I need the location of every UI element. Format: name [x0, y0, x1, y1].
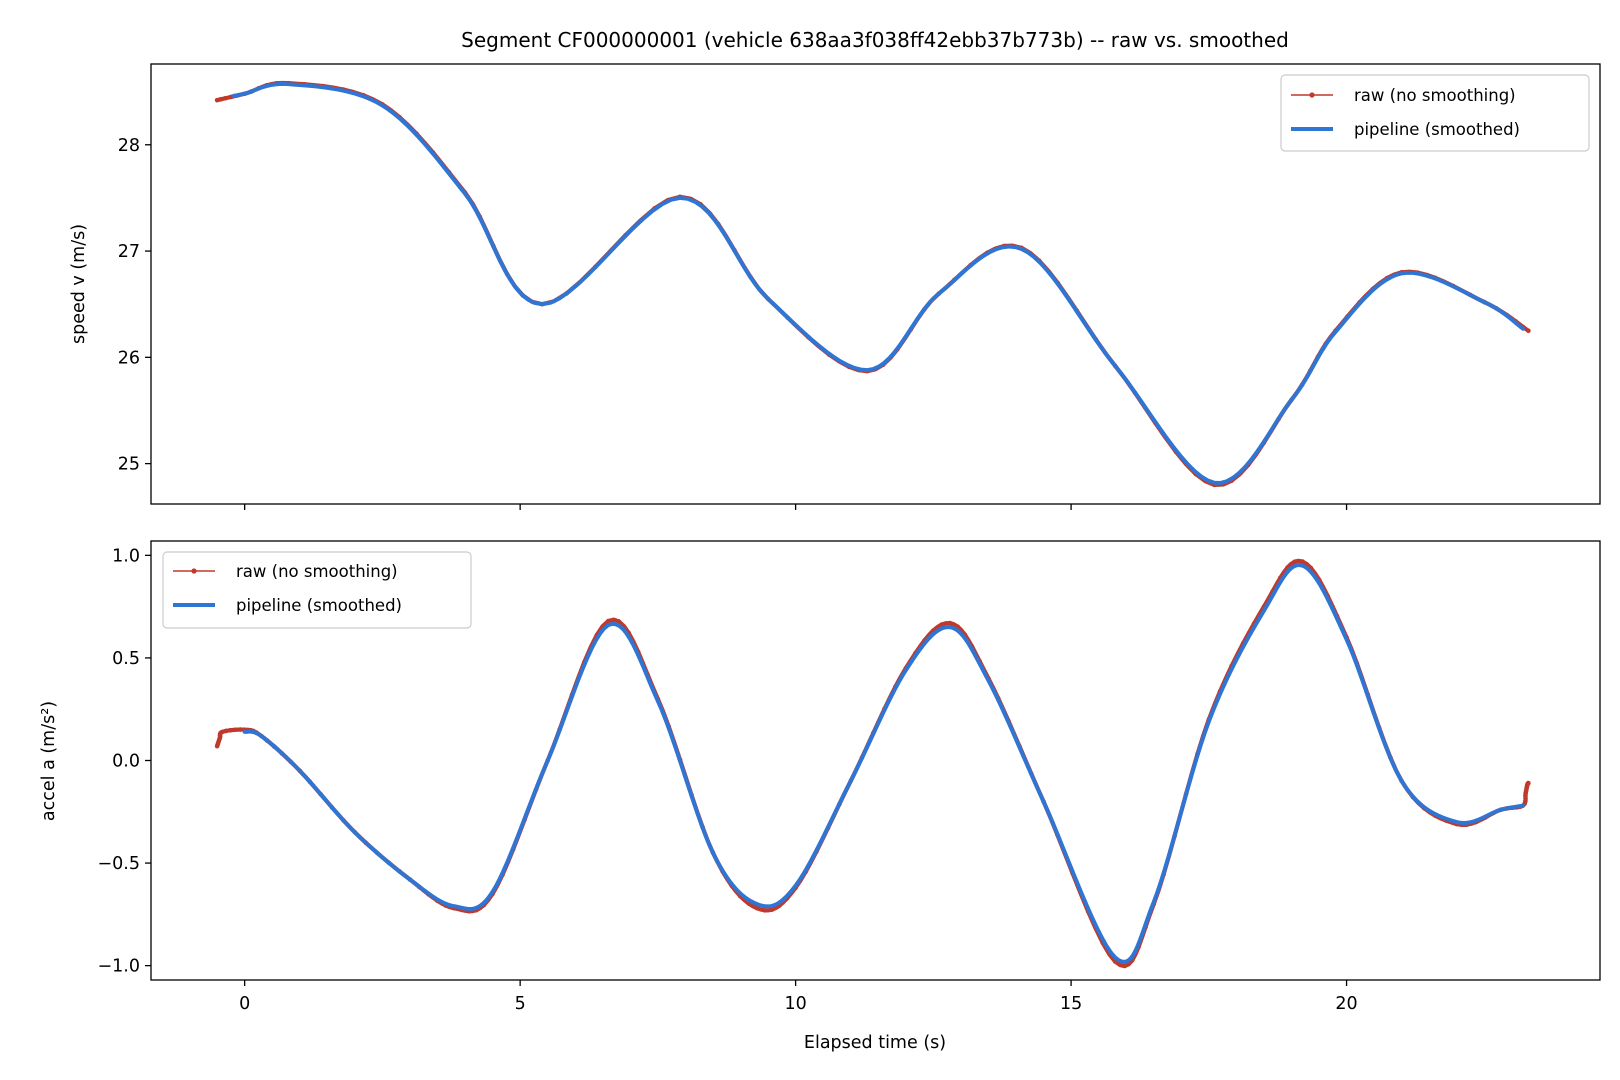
accel-raw-point [947, 620, 953, 626]
accel-raw-point [1526, 780, 1531, 786]
accel-x-tick-label: 15 [1060, 994, 1082, 1014]
speed-panel: 25 26 27 28 speed v (m/s) raw (no smoothing… [69, 63, 1601, 510]
accel-panel: 0 5 10 15 20 1.0 0.5 0.0 −0.5 −1.0 accel a (m/s²… [39, 540, 1601, 1014]
accel-series-smoothed [242, 563, 1525, 964]
accel-raw-point [233, 727, 238, 733]
accel-y-tick-label: 0.0 [112, 752, 140, 772]
speed-series-smoothed [231, 81, 1525, 485]
speed-legend-raw-marker [1309, 92, 1315, 98]
accel-y-tick-label: 0.5 [112, 649, 140, 669]
speed-plot-frame [150, 63, 1601, 505]
speed-raw-point [214, 97, 220, 103]
speed-y-tick-label: 27 [118, 242, 140, 262]
speed-raw-point [223, 95, 228, 101]
accel-legend-raw-marker [191, 568, 197, 574]
accel-x-tick-label: 0 [239, 994, 250, 1014]
accel-raw-point [228, 727, 233, 733]
speed-legend: raw (no smoothing) pipeline (smoothed) [1280, 74, 1590, 152]
accel-x-tick-label: 5 [515, 994, 526, 1014]
accel-y-ticks: 1.0 0.5 0.0 −0.5 −1.0 [98, 546, 151, 977]
accel-y-tick-label: −1.0 [98, 957, 141, 977]
speed-y-ticks: 25 26 27 28 [118, 136, 151, 475]
speed-y-tick-label: 28 [118, 136, 140, 156]
speed-legend-box [1280, 74, 1590, 152]
accel-raw-point [939, 622, 944, 627]
accel-raw-point [616, 619, 622, 624]
accel-legend: raw (no smoothing) pipeline (smoothed) [162, 551, 472, 629]
accel-raw-point [223, 728, 229, 734]
accel-raw-point [1292, 559, 1297, 565]
accel-smoothed-line [242, 563, 1525, 964]
x-axis-label: Elapsed time (s) [804, 1033, 946, 1053]
accel-y-axis-label: accel a (m/s²) [39, 701, 59, 821]
accel-legend-raw-label: raw (no smoothing) [236, 562, 398, 581]
accel-raw-point [238, 727, 243, 732]
accel-x-tick-label: 10 [784, 994, 806, 1014]
accel-plot-frame [150, 540, 1601, 981]
accel-x-tick-label: 20 [1335, 994, 1357, 1014]
accel-y-tick-label: −0.5 [98, 854, 141, 874]
accel-series-layer [214, 558, 1531, 969]
accel-legend-box [162, 551, 472, 629]
accel-x-ticks: 0 5 10 15 20 [239, 980, 1358, 1014]
accel-raw-point [1300, 559, 1305, 564]
speed-y-tick-label: 25 [118, 455, 140, 475]
accel-y-tick-label: 1.0 [112, 546, 140, 566]
speed-raw-point [1526, 328, 1531, 334]
speed-legend-smoothed-label: pipeline (smoothed) [1354, 120, 1520, 139]
speed-y-tick-label: 26 [118, 348, 140, 368]
speed-raw-point [218, 97, 223, 102]
accel-raw-point [769, 907, 775, 912]
speed-y-axis-label: speed v (m/s) [69, 224, 89, 344]
speed-legend-raw-label: raw (no smoothing) [1354, 86, 1516, 105]
speed-series-layer [214, 80, 1531, 488]
accel-raw-point [605, 618, 611, 624]
speed-x-ticks [244, 504, 1348, 510]
speed-smoothed-line [231, 81, 1525, 485]
accel-raw-point [762, 908, 768, 913]
accel-raw-point [754, 905, 760, 911]
chart-title: Segment CF000000001 (vehicle 638aa3f038f… [461, 28, 1289, 52]
accel-legend-smoothed-label: pipeline (smoothed) [236, 596, 402, 615]
accel-raw-point [1122, 963, 1128, 969]
